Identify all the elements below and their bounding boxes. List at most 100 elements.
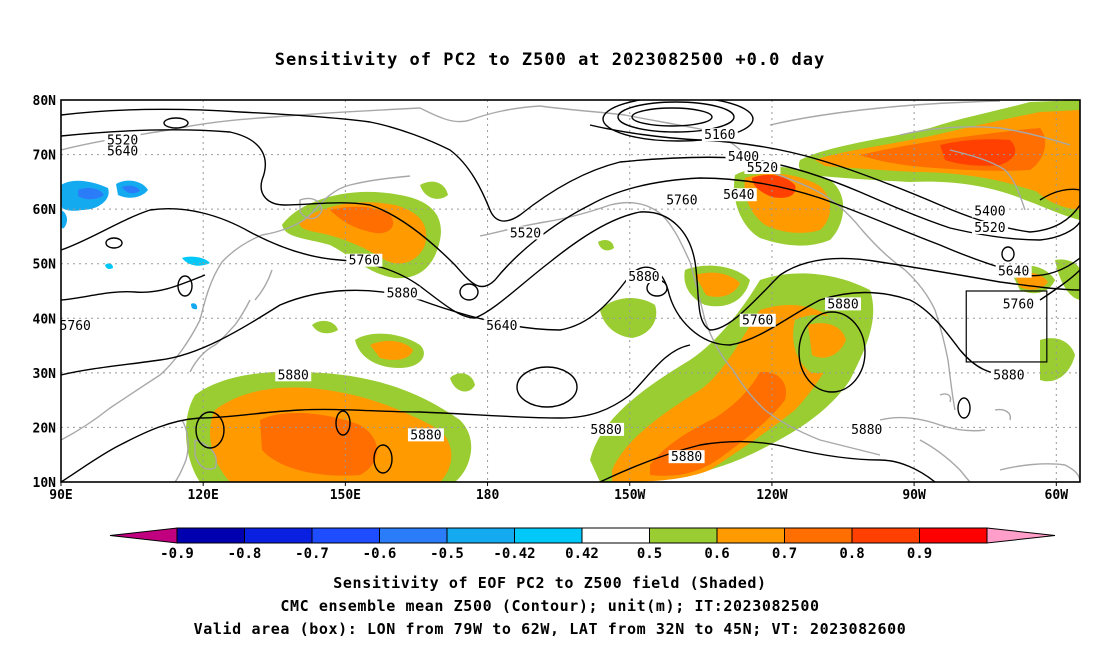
colorbar-segment bbox=[784, 527, 853, 544]
colorbar-segment bbox=[379, 527, 448, 544]
svg-text:5880: 5880 bbox=[993, 368, 1024, 383]
svg-text:5520: 5520 bbox=[747, 161, 778, 176]
lon-tick-label: 90W bbox=[902, 488, 926, 503]
svg-text:5760: 5760 bbox=[666, 194, 697, 209]
contour-label: 5520 bbox=[971, 220, 1008, 236]
contour-label: 5640 bbox=[483, 319, 520, 334]
svg-text:5520: 5520 bbox=[974, 221, 1005, 236]
colorbar-segment bbox=[311, 527, 380, 544]
svg-text:5400: 5400 bbox=[974, 205, 1005, 220]
colorbar-label: -0.7 bbox=[295, 546, 329, 562]
colorbar-segment bbox=[244, 527, 313, 544]
svg-text:5520: 5520 bbox=[510, 226, 541, 241]
lat-tick-label: 10N bbox=[33, 476, 57, 491]
colorbar-label: 0.7 bbox=[772, 546, 797, 562]
svg-text:5880: 5880 bbox=[851, 423, 882, 438]
contour-labels: 5520 5640 5760 5880 5760 5880 5880 5640 5520 5160… bbox=[60, 128, 1037, 465]
svg-text:5880: 5880 bbox=[410, 428, 441, 443]
contour-label: 5880 bbox=[990, 368, 1027, 383]
colorbar-label: -0.42 bbox=[493, 546, 535, 562]
svg-text:5760: 5760 bbox=[349, 254, 380, 269]
lon-tick-label: 120E bbox=[188, 488, 219, 503]
lat-tick-label: 40N bbox=[33, 312, 57, 327]
colorbar: -0.9 -0.8 -0.7 -0.6 -0.5 -0.42 0.42 0.5 0.6 0.7 0.… bbox=[109, 527, 1056, 562]
svg-text:5640: 5640 bbox=[998, 265, 1029, 280]
valid-area-box bbox=[965, 290, 1048, 363]
contour-label: 5880 bbox=[407, 428, 444, 443]
colorbar-segment bbox=[514, 527, 583, 544]
contour-label: 5520 bbox=[744, 160, 781, 176]
svg-text:5640: 5640 bbox=[107, 145, 138, 160]
contour-label: 5760 bbox=[663, 193, 700, 209]
contour-label: 5880 bbox=[825, 297, 862, 312]
colorbar-segment bbox=[446, 527, 515, 544]
contour-label: 5640 bbox=[995, 264, 1032, 280]
lat-tick-label: 50N bbox=[33, 258, 57, 273]
contour-label: 5880 bbox=[625, 270, 662, 285]
svg-text:5880: 5880 bbox=[278, 368, 309, 383]
contour-label: 5520 bbox=[507, 226, 544, 241]
svg-text:5760: 5760 bbox=[742, 314, 773, 329]
svg-text:5760: 5760 bbox=[60, 319, 91, 334]
lat-tick-label: 20N bbox=[33, 421, 57, 436]
colorbar-segment bbox=[581, 527, 650, 544]
lon-tick-label: 180 bbox=[476, 488, 500, 503]
caption-valid-area: Valid area (box): LON from 79W to 62W, L… bbox=[193, 620, 907, 638]
contour-label: 5760 bbox=[1000, 297, 1037, 312]
svg-text:5880: 5880 bbox=[628, 270, 659, 285]
contour-label: 5760 bbox=[60, 319, 94, 334]
plot-title: Sensitivity of PC2 to Z500 at 2023082500… bbox=[274, 50, 826, 70]
svg-text:5880: 5880 bbox=[387, 286, 418, 301]
contour-label: 5880 bbox=[384, 286, 421, 301]
contour-label: 5400 bbox=[971, 204, 1008, 220]
colorbar-label: 0.42 bbox=[565, 546, 599, 562]
colorbar-max-triangle bbox=[986, 527, 1056, 544]
colorbar-segment bbox=[851, 527, 920, 544]
colorbar-segment bbox=[716, 527, 785, 544]
lat-tick-label: 80N bbox=[33, 94, 57, 109]
lon-tick-label: 90E bbox=[49, 488, 72, 503]
svg-text:5640: 5640 bbox=[486, 319, 517, 334]
coastlines bbox=[61, 100, 1080, 482]
colorbar-label: 0.6 bbox=[704, 546, 729, 562]
colorbar-label: -0.5 bbox=[430, 546, 464, 562]
contour-label: 5880 bbox=[275, 368, 312, 383]
svg-text:5160: 5160 bbox=[704, 128, 735, 143]
sensitivity-map: 5520 5640 5760 5880 5760 5880 5880 5640 5520 5160… bbox=[33, 94, 1081, 562]
sensitivity-shading bbox=[61, 100, 1080, 482]
contour-label: 5880 bbox=[588, 422, 625, 438]
lat-tick-label: 70N bbox=[33, 149, 57, 164]
colorbar-segment bbox=[919, 527, 988, 544]
z500-contours bbox=[61, 100, 1080, 482]
colorbar-label: 0.8 bbox=[839, 546, 864, 562]
colorbar-label: -0.8 bbox=[228, 546, 262, 562]
contour-label: 5880 bbox=[668, 450, 705, 465]
svg-text:5640: 5640 bbox=[723, 188, 754, 203]
colorbar-segment bbox=[649, 527, 718, 544]
colorbar-label: 0.9 bbox=[907, 546, 932, 562]
lon-tick-label: 150E bbox=[330, 488, 361, 503]
lat-tick-label: 60N bbox=[33, 203, 57, 218]
contour-label: 5640 bbox=[104, 144, 141, 160]
svg-text:5880: 5880 bbox=[827, 297, 858, 312]
caption-shading: Sensitivity of EOF PC2 to Z500 field (Sh… bbox=[333, 574, 767, 592]
colorbar-label: -0.6 bbox=[363, 546, 397, 562]
map-frame bbox=[60, 99, 1081, 483]
latitude-axis: 80N 70N 60N 50N 40N 30N 20N 10N bbox=[33, 94, 57, 491]
longitude-axis: 90E 120E 150E 180 150W 120W 90W 60W bbox=[49, 482, 1068, 503]
lon-tick-label: 120W bbox=[756, 488, 787, 503]
contour-label: 5760 bbox=[346, 253, 383, 269]
colorbar-segment bbox=[176, 527, 245, 544]
lon-tick-label: 150W bbox=[614, 488, 645, 503]
lon-tick-label: 60W bbox=[1045, 488, 1069, 503]
lat-tick-label: 30N bbox=[33, 367, 57, 382]
colorbar-label: -0.9 bbox=[160, 546, 194, 562]
contour-label: 5160 bbox=[701, 128, 738, 143]
svg-text:5880: 5880 bbox=[590, 423, 621, 438]
colorbar-min-triangle bbox=[109, 527, 178, 544]
contour-label: 5880 bbox=[848, 422, 885, 438]
contour-label: 5640 bbox=[720, 188, 757, 203]
svg-text:5880: 5880 bbox=[671, 450, 702, 465]
caption-contours: CMC ensemble mean Z500 (Contour); unit(m… bbox=[280, 597, 820, 615]
svg-text:5760: 5760 bbox=[1003, 297, 1034, 312]
